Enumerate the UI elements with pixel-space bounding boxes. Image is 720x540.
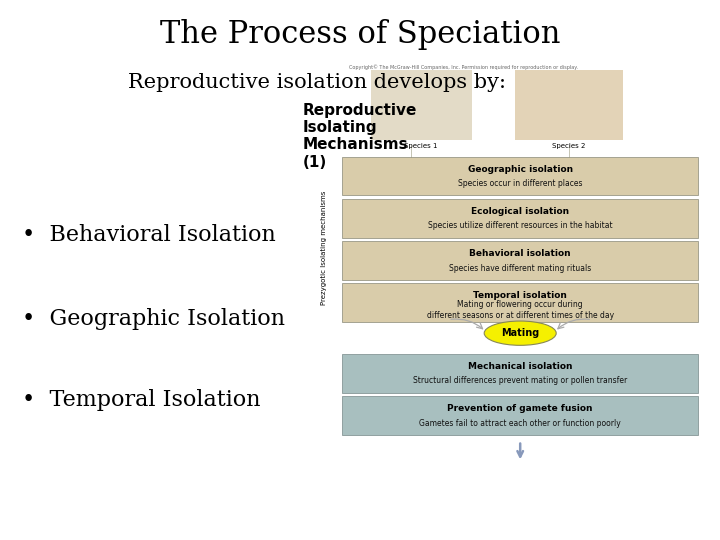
Text: Species have different mating rituals: Species have different mating rituals (449, 264, 591, 273)
Text: Copyright© The McGraw-Hill Companies, Inc. Permission required for reproduction : Copyright© The McGraw-Hill Companies, In… (349, 65, 578, 70)
FancyBboxPatch shape (342, 157, 698, 195)
Text: Temporal isolation: Temporal isolation (473, 291, 567, 300)
Text: •  Behavioral Isolation: • Behavioral Isolation (22, 224, 275, 246)
Text: Behavioral isolation: Behavioral isolation (469, 249, 571, 258)
FancyBboxPatch shape (342, 241, 698, 280)
Text: Geographic isolation: Geographic isolation (467, 165, 573, 173)
Text: Gametes fail to attract each other or function poorly: Gametes fail to attract each other or fu… (419, 418, 621, 428)
Text: Reproductive
Isolating
Mechanisms
(1): Reproductive Isolating Mechanisms (1) (302, 103, 417, 170)
Text: Species utilize different resources in the habitat: Species utilize different resources in t… (428, 221, 613, 231)
Text: Mechanical isolation: Mechanical isolation (468, 362, 572, 370)
Text: Mating or flowering occur during
different seasons or at different times of the : Mating or flowering occur during differe… (427, 300, 613, 320)
Text: Prevention of gamete fusion: Prevention of gamete fusion (447, 404, 593, 413)
Text: •  Temporal Isolation: • Temporal Isolation (22, 389, 260, 410)
FancyBboxPatch shape (342, 283, 698, 322)
Text: Species 2: Species 2 (552, 143, 585, 149)
Text: •  Geographic Isolation: • Geographic Isolation (22, 308, 284, 329)
Ellipse shape (484, 321, 556, 346)
FancyBboxPatch shape (515, 70, 623, 140)
FancyBboxPatch shape (342, 354, 698, 393)
Text: Structural differences prevent mating or pollen transfer: Structural differences prevent mating or… (413, 376, 627, 386)
Text: Species occur in different places: Species occur in different places (458, 179, 582, 188)
Text: Ecological isolation: Ecological isolation (471, 207, 570, 215)
Text: Prezygotic Isolating mechanisms: Prezygotic Isolating mechanisms (321, 191, 327, 305)
Text: Reproductive isolation develops by:: Reproductive isolation develops by: (128, 73, 505, 92)
FancyBboxPatch shape (371, 70, 472, 140)
Text: Species 1: Species 1 (405, 143, 438, 149)
FancyBboxPatch shape (342, 199, 698, 238)
Text: Mating: Mating (501, 328, 539, 338)
FancyBboxPatch shape (342, 396, 698, 435)
Text: The Process of Speciation: The Process of Speciation (160, 19, 560, 50)
